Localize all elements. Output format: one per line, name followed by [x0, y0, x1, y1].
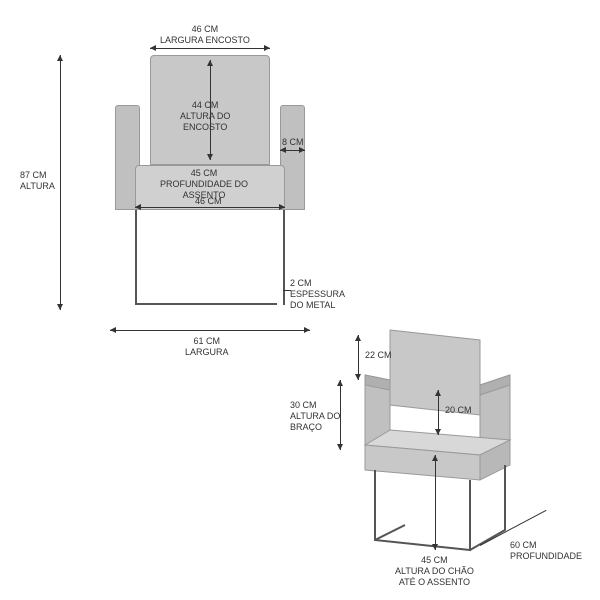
arrow-icon: [432, 544, 438, 550]
dim-espessura: [283, 290, 291, 291]
label-altura-chao: 45 CM ALTURA DO CHÃO ATÉ O ASSENTO: [395, 555, 474, 587]
label-braco-h: 20 CM: [445, 405, 472, 416]
dim-altura-total: [60, 55, 61, 310]
arrow-icon: [135, 204, 141, 210]
dim-altura-chao: [435, 455, 436, 550]
arrow-icon: [435, 429, 441, 435]
arrow-icon: [337, 380, 343, 386]
label-braco-largura: 8 CM: [282, 137, 304, 148]
arrow-icon: [435, 390, 441, 396]
arrow-icon: [57, 304, 63, 310]
label-largura-assento: 46 CM: [195, 196, 222, 207]
arrow-icon: [110, 327, 116, 333]
arrow-icon: [264, 45, 270, 51]
label-altura-total: 87 CM ALTURA: [20, 170, 55, 192]
arrow-icon: [279, 204, 285, 210]
arrow-icon: [355, 335, 361, 341]
label-profundidade: 60 CM PROFUNDIDADE: [510, 540, 582, 562]
arrow-icon: [207, 60, 213, 66]
leg-left-shape: [135, 210, 143, 305]
arrow-icon: [57, 55, 63, 61]
arrow-icon: [299, 147, 305, 153]
dim-largura-total: [110, 330, 310, 331]
arrow-icon: [432, 455, 438, 461]
label-largura-total: 61 CM LARGURA: [185, 336, 229, 358]
arrow-icon: [337, 444, 343, 450]
dim-largura-encosto: [150, 48, 270, 49]
arrow-icon: [355, 374, 361, 380]
arrow-icon: [150, 45, 156, 51]
label-altura-braco: 30 CM ALTURA DO BRAÇO: [290, 400, 340, 432]
label-altura-encosto: 44 CM ALTURA DO ENCOSTO: [180, 100, 230, 132]
arrow-icon: [207, 154, 213, 160]
dim-largura-assento: [135, 207, 285, 208]
label-encosto-sup: 22 CM: [365, 350, 392, 361]
label-espessura-metal: 2 CM ESPESSURA DO METAL: [290, 278, 345, 310]
arrow-icon: [280, 147, 286, 153]
label-largura-encosto: 46 CM LARGURA ENCOSTO: [160, 24, 250, 46]
